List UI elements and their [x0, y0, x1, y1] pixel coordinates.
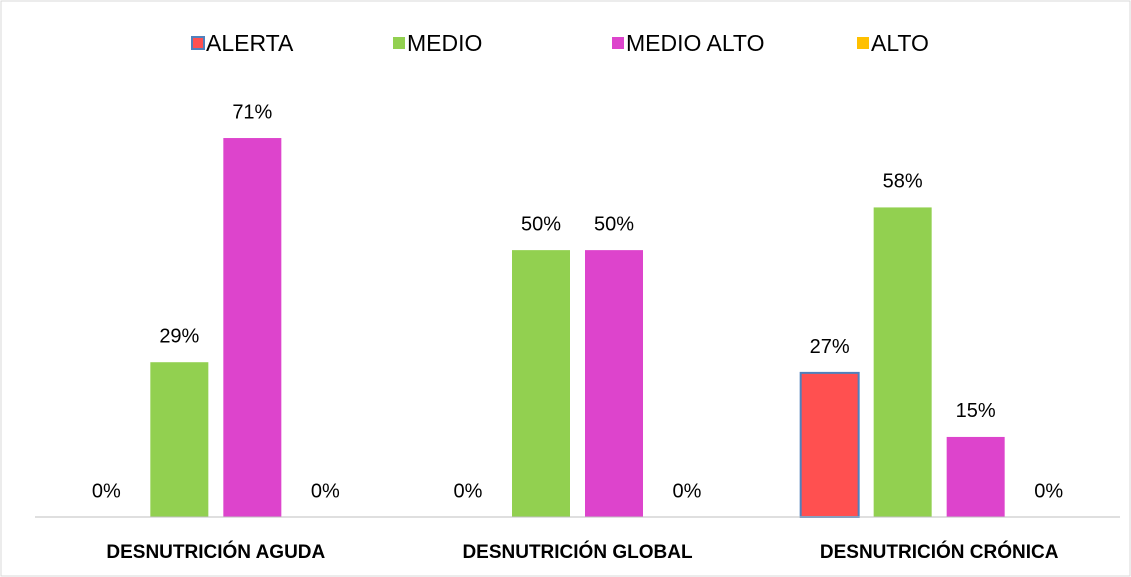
legend-label: ALTO [871, 30, 929, 56]
bar [223, 138, 282, 517]
data-label: 0% [673, 480, 702, 502]
bar [150, 362, 209, 517]
legend-swatch [857, 37, 869, 49]
bar [799, 371, 860, 519]
bar [585, 250, 643, 517]
data-label: 0% [92, 480, 121, 502]
data-label: 0% [1034, 480, 1063, 502]
data-label: 27% [810, 336, 850, 358]
bar [512, 250, 570, 517]
x-tick-label: DESNUTRICIÓN CRÓNICA [820, 541, 1059, 563]
data-label: 0% [454, 480, 483, 502]
bar [946, 436, 1005, 517]
legend-swatch [612, 37, 624, 49]
x-tick-label: DESNUTRICIÓN GLOBAL [462, 541, 693, 563]
bar [873, 207, 932, 518]
legend-swatch [393, 37, 405, 49]
data-label: 0% [311, 480, 340, 502]
legend-swatch [191, 36, 205, 50]
x-tick-label: DESNUTRICIÓN AGUDA [106, 541, 325, 563]
data-label: 71% [232, 101, 272, 123]
data-label: 50% [521, 213, 561, 235]
legend-label: MEDIO [407, 30, 482, 56]
data-label: 15% [956, 400, 996, 422]
data-label: 50% [594, 213, 634, 235]
legend-label: MEDIO ALTO [626, 30, 764, 56]
data-label: 58% [883, 171, 923, 193]
data-label: 29% [159, 325, 199, 347]
legend-label: ALERTA [206, 30, 294, 56]
